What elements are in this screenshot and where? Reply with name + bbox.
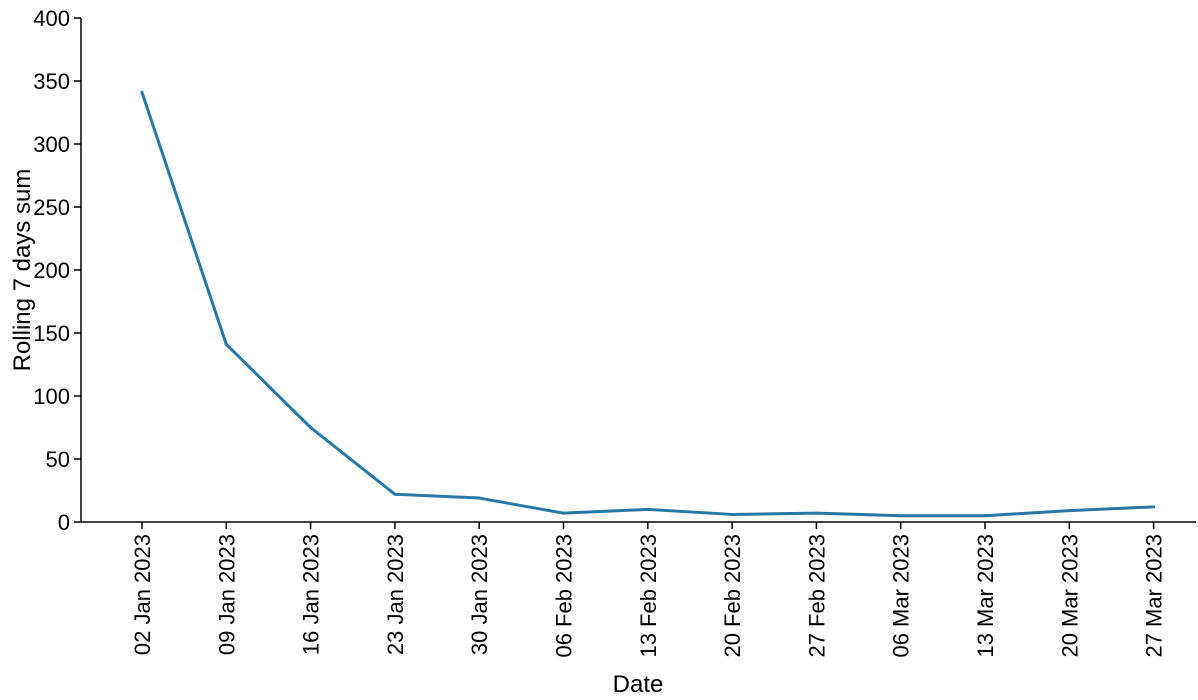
x-tick-label: 20 Feb 2023 (720, 534, 745, 658)
data-point (140, 90, 144, 94)
x-tick-label: 06 Mar 2023 (889, 534, 914, 658)
x-tick-label: 23 Jan 2023 (383, 534, 408, 655)
x-tick-label: 30 Jan 2023 (467, 534, 492, 655)
y-tick-label: 200 (33, 258, 70, 283)
y-axis-title: Rolling 7 days sum (9, 169, 36, 372)
x-axis-ticks: 02 Jan 2023 09 Jan 2023 16 Jan 2023 23 Jan … (130, 522, 1167, 658)
x-tick-label: 06 Feb 2023 (552, 534, 577, 658)
data-point (814, 511, 818, 515)
series (140, 90, 1156, 518)
y-tick-label: 300 (33, 132, 70, 157)
data-point (477, 496, 481, 500)
x-tick-label: 13 Feb 2023 (636, 534, 661, 658)
x-tick-label: 02 Jan 2023 (130, 534, 155, 655)
axes (80, 18, 1196, 523)
y-tick-label: 250 (33, 195, 70, 220)
y-tick-label: 50 (46, 447, 70, 472)
y-tick-label: 0 (58, 510, 70, 535)
data-point (899, 514, 903, 518)
x-axis-title: Date (613, 671, 664, 698)
data-point (562, 511, 565, 515)
data-point (730, 512, 734, 516)
y-tick-label: 150 (33, 321, 70, 346)
y-tick-label: 100 (33, 384, 70, 409)
x-tick-label: 09 Jan 2023 (214, 534, 239, 655)
x-tick-label: 27 Mar 2023 (1142, 534, 1167, 658)
data-point (1152, 505, 1156, 509)
series-line (140, 90, 1156, 518)
x-tick-label: 16 Jan 2023 (299, 534, 324, 655)
data-point (309, 426, 313, 429)
data-point (224, 342, 228, 346)
data-point (1067, 509, 1071, 513)
y-tick-label: 400 (33, 6, 70, 31)
data-point (646, 507, 650, 511)
x-tick-label: 13 Mar 2023 (973, 534, 998, 658)
data-point (983, 514, 987, 518)
y-tick-label: 350 (33, 69, 70, 94)
x-tick-label: 27 Feb 2023 (804, 534, 829, 658)
y-axis-ticks: 0 50 100 150 200 250 300 350 400 (33, 6, 81, 535)
x-tick-label: 20 Mar 2023 (1057, 534, 1082, 658)
data-point (393, 492, 397, 496)
